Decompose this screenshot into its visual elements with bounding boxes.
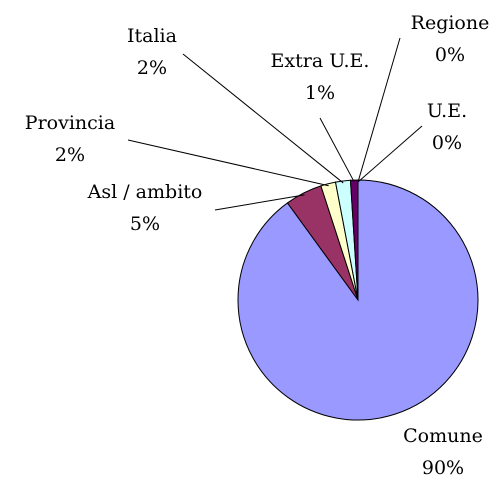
category-label: U.E. [427, 100, 467, 122]
category-label: Italia [127, 25, 177, 47]
value-label: 0% [432, 132, 462, 154]
value-label: 5% [130, 213, 160, 235]
category-label: Provincia [25, 112, 115, 134]
leader-line [127, 139, 329, 187]
leader-line [357, 125, 423, 183]
category-label: Extra U.E. [271, 50, 370, 72]
category-label: Regione [411, 12, 490, 34]
category-label: Asl / ambito [87, 181, 203, 203]
value-label: 2% [137, 57, 167, 79]
leader-line [214, 194, 305, 211]
leader-line [357, 37, 401, 183]
value-label: 2% [55, 144, 85, 166]
category-label: Comune [403, 425, 483, 447]
leader-line [182, 53, 344, 184]
value-label: 0% [435, 44, 465, 66]
value-label: 1% [305, 82, 335, 104]
leader-line [319, 117, 355, 183]
value-label: 90% [422, 457, 464, 479]
